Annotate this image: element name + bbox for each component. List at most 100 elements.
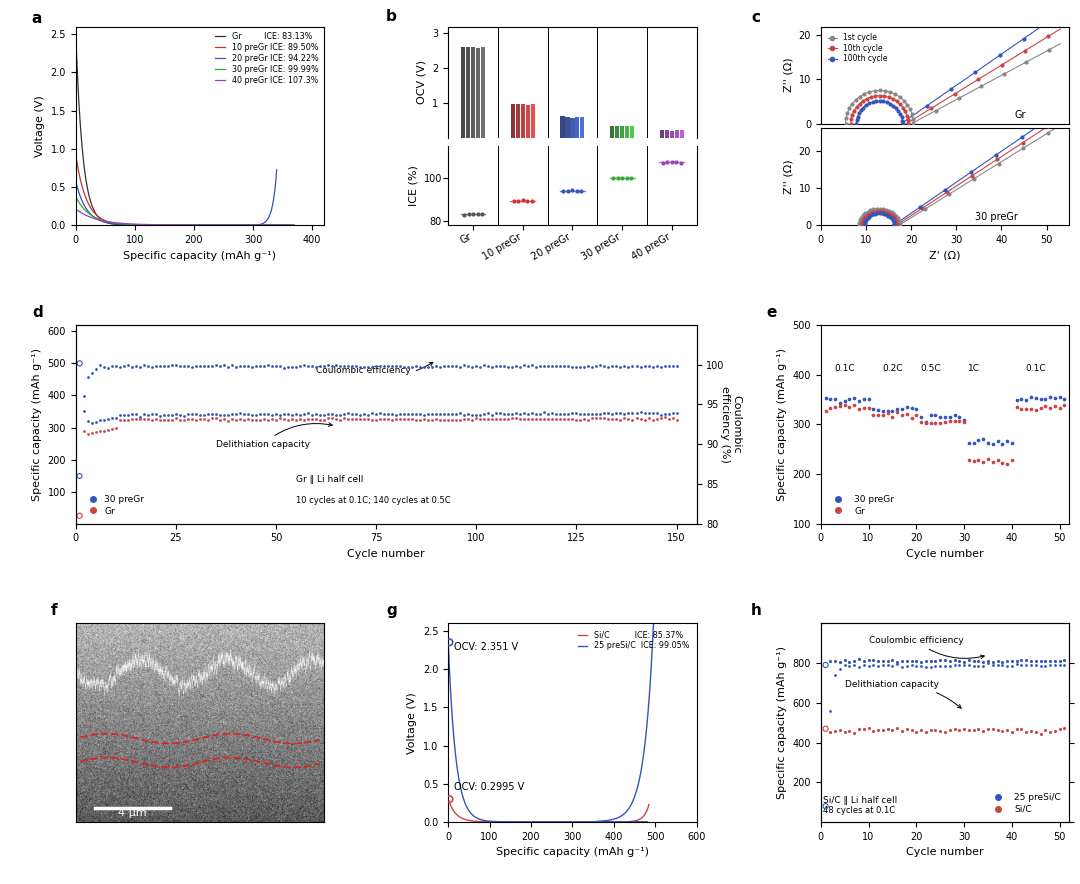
- Point: [816, 658, 834, 672]
- X-axis label: Cycle number: Cycle number: [348, 549, 424, 559]
- Point: [1003, 453, 1021, 467]
- Point: [111, 360, 129, 374]
- Point: [1051, 722, 1068, 736]
- Line: 25 preSi/C  ICE: 99.05%: 25 preSi/C ICE: 99.05%: [448, 642, 647, 822]
- Y-axis label: Voltage (V): Voltage (V): [407, 692, 418, 753]
- Point: [91, 414, 108, 428]
- Point: [980, 722, 997, 736]
- Point: [292, 408, 309, 422]
- Point: [255, 359, 272, 373]
- Point: [235, 408, 253, 422]
- Point: [360, 360, 377, 374]
- Point: [941, 659, 958, 673]
- Point: [980, 654, 997, 668]
- Point: [472, 360, 489, 374]
- Point: [886, 217, 903, 232]
- Point: [419, 413, 436, 427]
- 30 preGr ICE: 99.99%: (360, 0.005): 99.99%: (360, 0.005): [282, 220, 295, 231]
- Text: Delithiation capacity: Delithiation capacity: [216, 423, 333, 449]
- Point: [227, 413, 244, 427]
- Point: [881, 207, 899, 221]
- Legend: 30 preGr, Gr: 30 preGr, Gr: [80, 492, 148, 519]
- Point: [1023, 724, 1040, 738]
- Point: [963, 169, 981, 183]
- Point: [846, 726, 863, 740]
- Point: [941, 410, 958, 424]
- Point: [123, 360, 140, 374]
- Point: [922, 654, 940, 668]
- Point: [1017, 55, 1035, 69]
- Point: [1037, 392, 1054, 406]
- Si/C          ICE: 85.37%: (228, 0.003): 85.37%: (228, 0.003): [536, 817, 549, 827]
- Point: [832, 396, 849, 410]
- Point: [441, 636, 458, 650]
- Point: [660, 407, 677, 421]
- Point: [391, 359, 408, 373]
- Point: [191, 408, 208, 422]
- 20 preGr ICE: 94.22%: (223, 0.005): 94.22%: (223, 0.005): [201, 220, 214, 231]
- Point: [887, 88, 904, 102]
- Point: [199, 407, 216, 421]
- Point: [636, 359, 653, 373]
- Point: [883, 205, 901, 219]
- Point: [832, 723, 849, 737]
- Point: [1027, 654, 1044, 668]
- Point: [816, 799, 834, 813]
- Point: [627, 411, 645, 425]
- Point: [672, 156, 689, 170]
- Point: [664, 359, 681, 373]
- Point: [139, 359, 157, 373]
- Point: [480, 407, 497, 421]
- Point: [271, 411, 288, 425]
- Point: [927, 659, 944, 674]
- Point: [999, 457, 1016, 471]
- Y-axis label: Z'' (Ω): Z'' (Ω): [783, 160, 793, 194]
- Text: 30 preGr: 30 preGr: [975, 211, 1017, 222]
- Point: [484, 408, 501, 422]
- Point: [941, 187, 958, 202]
- Point: [75, 389, 92, 403]
- Point: [231, 359, 248, 373]
- Si/C          ICE: 85.37%: (0, 0.302): 85.37%: (0, 0.302): [442, 794, 455, 804]
- 40 preGr ICE: 107.3%: (0, 0.215): 107.3%: (0, 0.215): [69, 203, 82, 214]
- Point: [841, 392, 859, 406]
- Point: [875, 403, 892, 417]
- Point: [894, 113, 912, 127]
- Point: [187, 408, 204, 422]
- Point: [636, 407, 653, 421]
- Point: [855, 87, 873, 101]
- Point: [899, 113, 916, 127]
- Point: [639, 406, 657, 420]
- Point: [391, 407, 408, 421]
- 10 preGr ICE: 89.50%: (226, 0.005): 89.50%: (226, 0.005): [203, 220, 216, 231]
- Point: [339, 412, 356, 426]
- Point: [816, 721, 834, 735]
- Point: [1008, 722, 1025, 736]
- Point: [543, 407, 561, 421]
- Bar: [476, 48, 481, 138]
- Point: [480, 412, 497, 426]
- Point: [632, 360, 649, 374]
- Point: [877, 204, 894, 218]
- Point: [99, 412, 117, 426]
- Point: [280, 407, 297, 421]
- Point: [332, 359, 349, 373]
- Text: OCV: 0.2995 V: OCV: 0.2995 V: [455, 782, 525, 792]
- Point: [564, 360, 581, 374]
- Point: [842, 112, 860, 126]
- Point: [207, 411, 225, 425]
- Point: [1023, 402, 1040, 416]
- Point: [536, 406, 553, 420]
- Point: [488, 412, 505, 426]
- Y-axis label: Specific capacity (mAh g⁻¹): Specific capacity (mAh g⁻¹): [777, 347, 787, 501]
- Point: [473, 208, 490, 222]
- Point: [1003, 725, 1021, 739]
- Point: [127, 407, 145, 421]
- 40 preGr ICE: 107.3%: (230, 0.0053): 107.3%: (230, 0.0053): [205, 220, 218, 231]
- Point: [620, 360, 637, 374]
- Point: [540, 359, 557, 373]
- Point: [127, 359, 145, 373]
- Point: [332, 408, 349, 423]
- Point: [327, 358, 345, 372]
- Point: [559, 412, 577, 426]
